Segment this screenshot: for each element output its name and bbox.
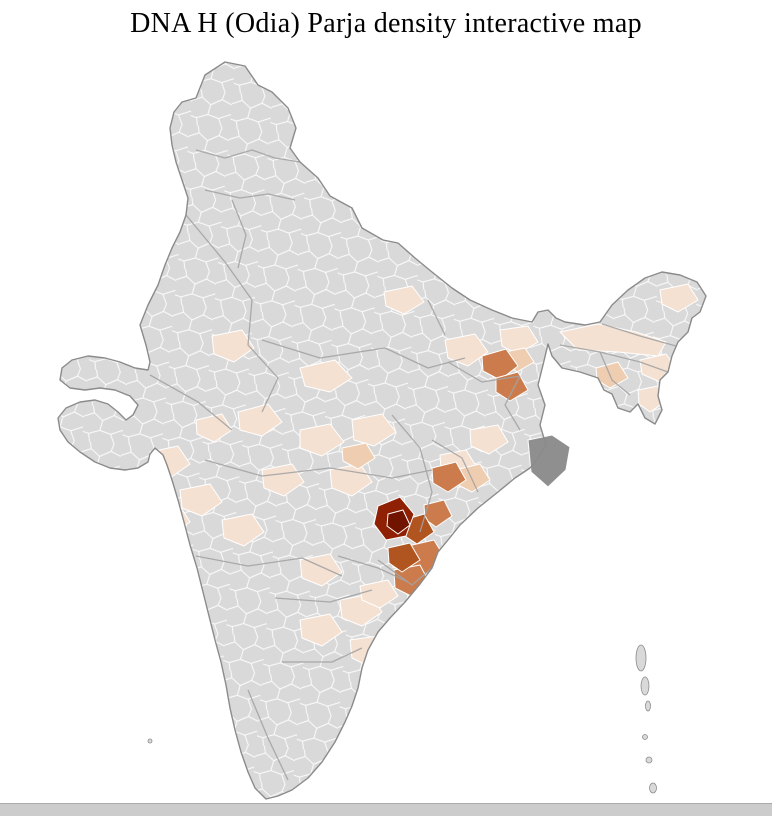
island[interactable] xyxy=(147,738,153,744)
district-region[interactable] xyxy=(237,403,283,437)
district-region[interactable] xyxy=(299,359,353,393)
district-region[interactable] xyxy=(495,371,529,402)
district-region[interactable] xyxy=(387,542,421,573)
island[interactable] xyxy=(645,756,653,764)
district-region[interactable] xyxy=(386,509,411,535)
island[interactable] xyxy=(635,644,647,672)
island[interactable] xyxy=(649,782,657,794)
island[interactable] xyxy=(640,676,650,696)
district-region[interactable] xyxy=(195,413,233,443)
district-region[interactable] xyxy=(341,442,376,470)
island[interactable] xyxy=(642,734,648,740)
map-title: DNA H (Odia) Parja density interactive m… xyxy=(130,8,642,39)
district-region[interactable] xyxy=(351,413,397,447)
district-region[interactable] xyxy=(179,483,223,517)
andaman-nicobar-islands[interactable] xyxy=(635,644,657,794)
district-region[interactable] xyxy=(411,609,449,639)
state-borders xyxy=(149,149,677,781)
district-region[interactable] xyxy=(481,348,519,381)
bottom-bar xyxy=(0,803,772,816)
district-region[interactable] xyxy=(299,613,343,647)
district-region[interactable] xyxy=(444,333,489,367)
district-region[interactable] xyxy=(211,329,255,363)
district-region[interactable] xyxy=(431,461,467,493)
district-region[interactable] xyxy=(359,579,399,609)
district-region[interactable] xyxy=(659,283,699,313)
district-region[interactable] xyxy=(299,423,345,457)
district-region[interactable] xyxy=(499,325,539,355)
lakshadweep-islands[interactable] xyxy=(147,738,153,744)
district-region[interactable] xyxy=(383,285,425,315)
district-region[interactable] xyxy=(221,513,265,547)
bangladesh-area xyxy=(527,434,571,488)
district-region[interactable] xyxy=(469,424,509,455)
island[interactable] xyxy=(645,700,651,712)
